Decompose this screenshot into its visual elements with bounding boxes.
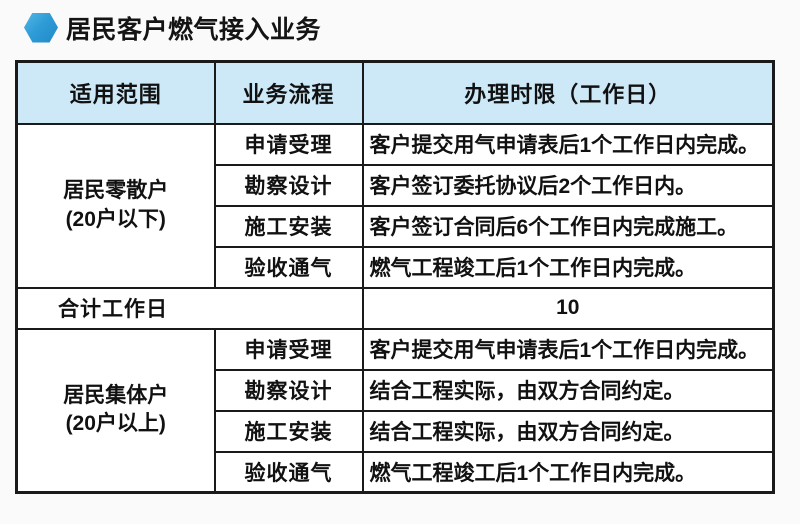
process-cell: 勘察设计 (213, 368, 364, 412)
summary-label: 合计工作日 (15, 286, 364, 330)
header-scope: 适用范围 (15, 60, 216, 125)
gas-service-table: 适用范围 业务流程 办理时限（工作日） 居民零散户 (20户以下) 申请受理 客… (15, 60, 775, 494)
page-title: 居民客户燃气接入业务 (66, 15, 322, 44)
summary-value: 10 (361, 286, 775, 330)
scope-cell-collective: 居民集体户 (20户以上) (15, 327, 216, 494)
limit-cell: 燃气工程竣工后1个工作日内完成。 (361, 450, 775, 494)
process-cell: 施工安装 (213, 204, 364, 248)
header-limit: 办理时限（工作日） (361, 60, 775, 125)
table-row: 验收通气 燃气工程竣工后1个工作日内完成。 (17, 245, 775, 289)
scope-line1: 居民零散户 (63, 179, 169, 203)
limit-cell: 燃气工程竣工后1个工作日内完成。 (361, 245, 775, 289)
limit-cell: 结合工程实际，由双方合同约定。 (361, 409, 775, 453)
process-cell: 验收通气 (213, 450, 364, 494)
limit-cell: 客户提交用气申请表后1个工作日内完成。 (361, 327, 775, 371)
limit-cell: 客户签订委托协议后2个工作日内。 (361, 163, 775, 207)
process-cell: 申请受理 (213, 327, 364, 371)
table-row: 施工安装 结合工程实际，由双方合同约定。 (17, 409, 775, 453)
limit-cell: 客户提交用气申请表后1个工作日内完成。 (361, 122, 775, 166)
scope-line2: (20户以下) (65, 207, 166, 231)
process-cell: 申请受理 (213, 122, 364, 166)
process-cell: 勘察设计 (213, 163, 364, 207)
process-cell: 验收通气 (213, 245, 364, 289)
table-row: 居民集体户 (20户以上) 申请受理 客户提交用气申请表后1个工作日内完成。 (15, 327, 775, 494)
scope-line1: 居民集体户 (63, 383, 169, 407)
process-cell: 施工安装 (213, 409, 364, 453)
table-header-row: 适用范围 业务流程 办理时限（工作日） (15, 60, 775, 125)
hexagon-bullet-icon (24, 12, 58, 43)
table-row: 居民零散户 (20户以下) 申请受理 客户提交用气申请表后1个工作日内完成。 (15, 122, 775, 289)
table-row: 施工安装 客户签订合同后6个工作日内完成施工。 (17, 204, 775, 248)
section-title-row: 居民客户燃气接入业务 (0, 0, 800, 46)
scope-line2: (20户以上) (65, 412, 166, 436)
header-process: 业务流程 (213, 60, 364, 125)
table-row: 勘察设计 客户签订委托协议后2个工作日内。 (17, 163, 775, 207)
table-row: 勘察设计 结合工程实际，由双方合同约定。 (17, 368, 775, 412)
limit-cell: 客户签订合同后6个工作日内完成施工。 (361, 204, 775, 248)
scope-cell-scattered: 居民零散户 (20户以下) (15, 122, 216, 289)
summary-row: 合计工作日 10 (15, 286, 775, 330)
table-row: 验收通气 燃气工程竣工后1个工作日内完成。 (17, 450, 775, 494)
limit-cell: 结合工程实际，由双方合同约定。 (361, 368, 775, 412)
